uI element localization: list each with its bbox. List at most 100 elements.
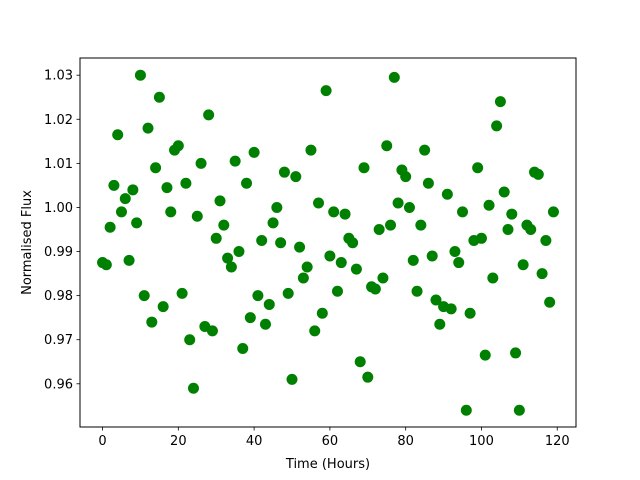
data-point (134, 69, 146, 81)
data-point (328, 206, 340, 218)
y-axis-ticks: 0.96 0.97 0.98 0.99 1.00 1.01 1.02 1.03 (44, 69, 80, 392)
data-point (472, 162, 484, 174)
data-point (290, 171, 302, 183)
data-point (275, 237, 287, 249)
data-point (172, 140, 184, 152)
data-point (142, 122, 154, 134)
data-point (339, 208, 351, 220)
data-point (267, 217, 279, 229)
data-point (350, 263, 362, 275)
y-tick-label: 1.01 (44, 157, 73, 172)
data-point (180, 177, 192, 189)
data-point (430, 294, 442, 306)
data-point (422, 177, 434, 189)
data-point (259, 318, 271, 330)
plot-frame (79, 57, 577, 428)
data-point (392, 197, 404, 209)
data-point (244, 312, 256, 324)
data-point (225, 261, 237, 273)
data-point (165, 206, 177, 218)
data-point (362, 371, 374, 383)
data-point (483, 199, 495, 211)
data-point (218, 219, 230, 231)
data-point (449, 246, 461, 258)
y-tick-label: 0.99 (44, 245, 73, 260)
y-tick-label: 0.98 (44, 289, 73, 304)
y-tick-label: 1.03 (44, 69, 73, 84)
x-tick-label: 100 (469, 434, 494, 449)
data-point (479, 349, 491, 361)
data-point (419, 144, 431, 156)
data-point (115, 206, 127, 218)
data-point (305, 144, 317, 156)
data-point (517, 259, 529, 271)
data-point (525, 223, 537, 235)
data-point (373, 223, 385, 235)
y-tick-label: 0.96 (44, 377, 73, 392)
data-point (271, 201, 283, 213)
data-point (210, 232, 222, 244)
data-point (187, 382, 199, 394)
data-point (112, 129, 124, 141)
data-point (400, 171, 412, 183)
data-point (415, 219, 427, 231)
data-point (237, 343, 249, 355)
data-point (487, 272, 499, 284)
y-axis-label: Normalised Flux (20, 190, 35, 295)
data-point (161, 182, 173, 194)
data-point (256, 235, 268, 247)
x-axis-label: Time (Hours) (285, 457, 370, 472)
data-point (108, 179, 120, 191)
data-point (347, 237, 359, 249)
data-point (248, 146, 260, 158)
data-point (286, 373, 298, 385)
data-point (263, 298, 275, 310)
data-point (282, 287, 294, 299)
data-point (536, 268, 548, 280)
data-point (301, 261, 313, 273)
data-point (131, 217, 143, 229)
data-points (97, 69, 559, 416)
y-tick-label: 0.97 (44, 333, 73, 348)
data-point (153, 91, 165, 103)
data-point (441, 188, 453, 200)
data-point (411, 285, 423, 297)
data-point (119, 193, 131, 205)
data-point (460, 404, 472, 416)
data-point (278, 166, 290, 178)
data-point (388, 71, 400, 83)
data-point (123, 254, 135, 266)
data-point (434, 318, 446, 330)
data-point (222, 252, 234, 264)
x-tick-label: 80 (397, 434, 414, 449)
data-point (544, 296, 556, 308)
data-point (513, 404, 525, 416)
data-point (532, 168, 544, 180)
data-point (313, 197, 325, 209)
data-point (316, 307, 328, 319)
data-point (233, 246, 245, 258)
data-point (358, 162, 370, 174)
data-point (157, 301, 169, 313)
x-tick-label: 20 (170, 434, 187, 449)
data-point (294, 241, 306, 253)
data-point (184, 334, 196, 346)
data-point (320, 85, 332, 97)
data-point (206, 325, 218, 337)
data-point (377, 272, 389, 284)
data-point (335, 257, 347, 269)
data-point (540, 235, 552, 247)
data-point (195, 157, 207, 169)
x-axis-ticks: 0 20 40 60 80 100 120 (98, 427, 570, 449)
data-point (191, 210, 203, 222)
data-point (150, 162, 162, 174)
y-tick-label: 1.02 (44, 113, 73, 128)
data-point (407, 254, 419, 266)
data-point (354, 356, 366, 368)
data-point (176, 287, 188, 299)
x-tick-label: 60 (322, 434, 339, 449)
data-point (498, 186, 510, 198)
x-tick-label: 0 (98, 434, 106, 449)
